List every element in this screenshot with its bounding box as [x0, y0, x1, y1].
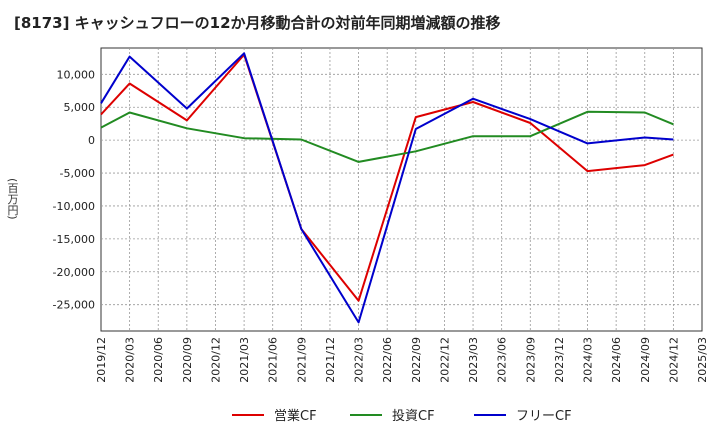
x-tick-label: 2020/09 — [181, 337, 194, 383]
y-tick-label: 5,000 — [64, 101, 96, 114]
legend-label: 営業CF — [274, 408, 317, 424]
x-tick-label: 2021/06 — [267, 337, 280, 383]
x-tick-label: 2024/12 — [667, 337, 680, 383]
y-tick-label: -5,000 — [60, 167, 95, 180]
x-tick-label: 2023/03 — [467, 337, 480, 383]
x-tick-label: 2022/12 — [438, 337, 451, 383]
series-line — [100, 52, 674, 324]
series-line — [100, 53, 674, 302]
x-tick-label: 2022/06 — [381, 337, 394, 383]
x-tick-label: 2023/12 — [553, 337, 566, 383]
series-line — [100, 110, 674, 163]
x-tick-label: 2025/03 — [696, 337, 709, 383]
y-tick-label: -25,000 — [53, 299, 95, 312]
y-tick-label: -20,000 — [53, 266, 95, 279]
x-tick-label: 2019/12 — [95, 337, 108, 383]
x-tick-label: 2022/03 — [353, 337, 366, 383]
x-tick-label: 2021/09 — [295, 337, 308, 383]
y-tick-label: 0 — [88, 134, 95, 147]
x-tick-label: 2020/06 — [152, 337, 165, 383]
x-tick-label: 2022/09 — [410, 337, 423, 383]
legend-label: フリーCF — [516, 409, 572, 424]
x-tick-label: 2024/09 — [639, 337, 652, 383]
x-tick-label: 2024/06 — [610, 337, 623, 383]
y-tick-label: 10,000 — [57, 68, 96, 81]
x-tick-label: 2024/03 — [582, 337, 595, 383]
x-tick-label: 2021/03 — [238, 337, 251, 383]
y-axis-label: (百万円) — [6, 178, 19, 220]
x-tick-label: 2020/12 — [209, 337, 222, 383]
x-tick-label: 2020/03 — [124, 337, 137, 383]
chart-title: [8173] キャッシュフローの12か月移動合計の対前年同期増減額の推移 — [14, 14, 501, 32]
plot-frame — [100, 47, 703, 332]
x-tick-label: 2023/06 — [496, 337, 509, 383]
legend-label: 投資CF — [392, 408, 435, 424]
y-tick-label: -10,000 — [53, 200, 95, 213]
x-tick-label: 2023/09 — [524, 337, 537, 383]
y-tick-label: -15,000 — [53, 233, 95, 246]
x-tick-label: 2021/12 — [324, 337, 337, 383]
